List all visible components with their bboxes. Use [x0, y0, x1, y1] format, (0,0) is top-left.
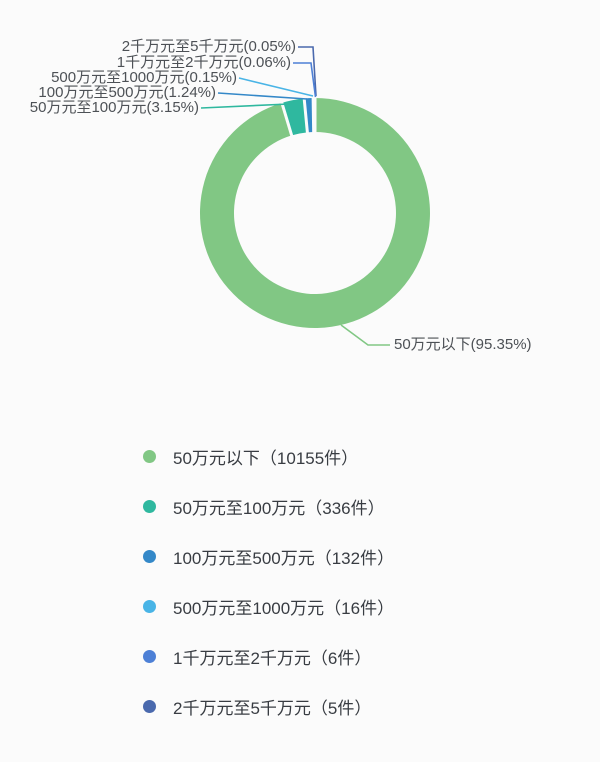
legend-label: 500万元至1000万元（16件）	[173, 598, 395, 618]
donut-chart	[199, 46, 430, 346]
legend-dot-icon	[143, 699, 156, 713]
pie-slice-0[interactable]	[199, 98, 430, 328]
legend-label: 50万元至100万元（336件）	[173, 498, 385, 518]
legend-dot-icon	[143, 449, 156, 463]
slice-callout-label-100w-500w: 100万元至500万元(1.24%)	[38, 84, 216, 101]
slice-separator	[302, 97, 309, 134]
legend-dot-icon	[143, 599, 156, 613]
legend-label: 50万元以下（10155件）	[173, 448, 359, 468]
legend-dot-icon	[143, 499, 156, 513]
legend-label: 1千万元至2千万元（6件）	[173, 648, 372, 668]
slice-callout-label-2qw-5qw: 2千万元至5千万元(0.05%)	[121, 38, 296, 55]
pie-slice-1[interactable]	[281, 98, 308, 136]
leader-line	[238, 77, 314, 97]
leader-line	[293, 62, 317, 98]
slice-callout-label-under-50w: 50万元以下(95.35%)	[394, 336, 532, 353]
pie-slice-2[interactable]	[304, 98, 314, 133]
legend-item-500w-1000w[interactable]: 500万元至1000万元（16件）	[143, 594, 394, 618]
legend-item-100w-500w[interactable]: 100万元至500万元（132件）	[143, 544, 394, 568]
chart-legend: 50万元以下（10155件） 50万元至100万元（336件） 100万元至50…	[143, 444, 394, 744]
leader-line	[200, 103, 290, 109]
slice-separator	[280, 101, 294, 137]
legend-item-under-50w[interactable]: 50万元以下（10155件）	[143, 444, 394, 468]
slice-callout-label-1qw-2qw: 1千万元至2千万元(0.06%)	[116, 54, 291, 71]
legend-label: 2千万元至5千万元（5件）	[173, 698, 372, 718]
legend-item-1qw-2qw[interactable]: 1千万元至2千万元（6件）	[143, 644, 394, 668]
leader-line	[340, 324, 390, 346]
leader-line	[298, 46, 317, 97]
leader-line	[217, 92, 308, 100]
legend-item-2qw-5qw[interactable]: 2千万元至5千万元（5件）	[143, 694, 394, 718]
legend-item-50w-100w[interactable]: 50万元至100万元（336件）	[143, 494, 394, 518]
legend-dot-icon	[143, 649, 156, 663]
slice-callout-label-50w-100w: 50万元至100万元(3.15%)	[29, 99, 199, 116]
legend-dot-icon	[143, 549, 156, 563]
slice-callout-label-500w-1000w: 500万元至1000万元(0.15%)	[51, 69, 237, 86]
legend-label: 100万元至500万元（132件）	[173, 548, 395, 568]
